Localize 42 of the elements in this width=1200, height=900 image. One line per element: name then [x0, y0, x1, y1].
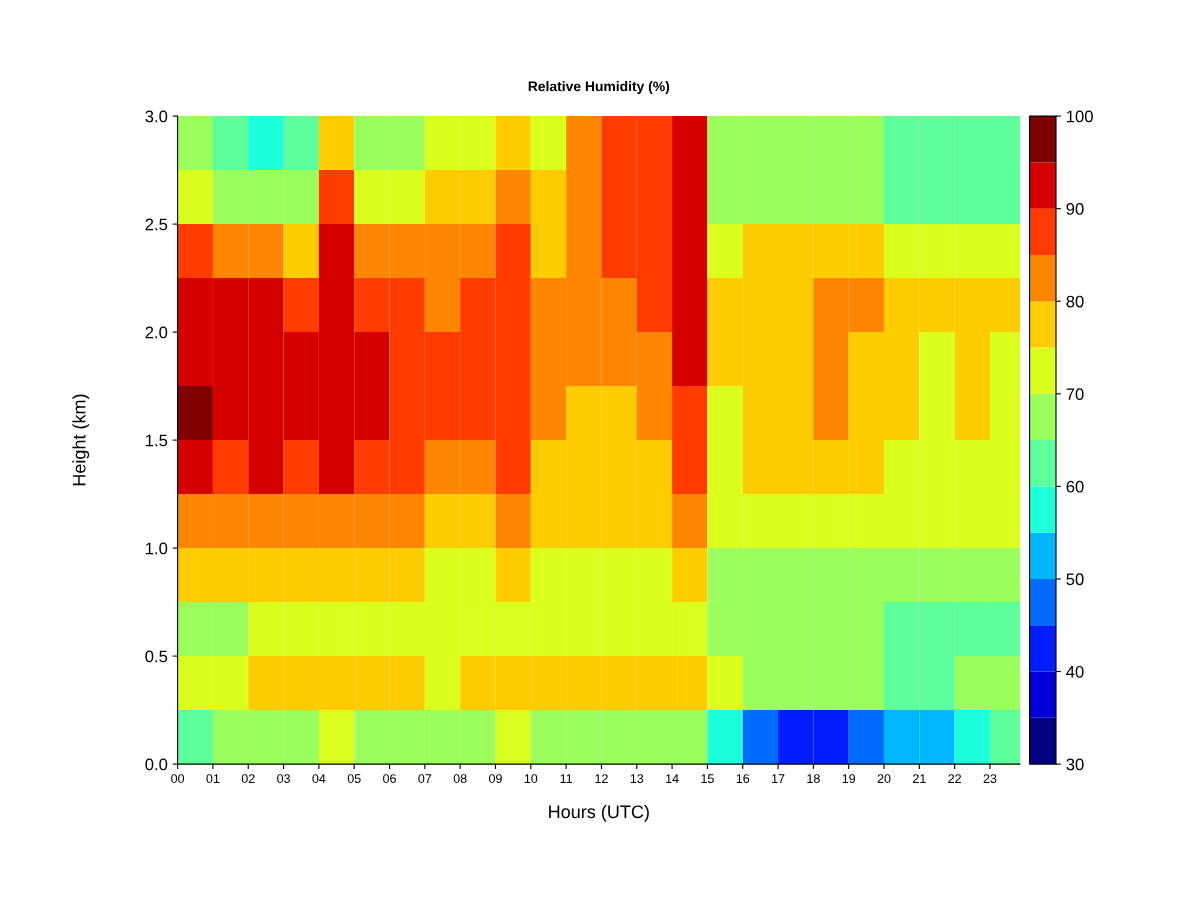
x-axis-title: Hours (UTC) — [549, 804, 649, 822]
x-tick-label: 12 — [595, 774, 608, 783]
chart-title: Relative Humidity (%) — [528, 81, 670, 94]
y-tick-label: 1.0 — [145, 542, 168, 555]
x-tick-label: 21 — [913, 774, 926, 783]
x-tick-label: 05 — [347, 774, 361, 783]
x-tick-label: 19 — [842, 774, 856, 783]
color-bar-label: 100 — [1066, 110, 1093, 123]
x-tick-label: 16 — [736, 774, 750, 783]
y-tick-label: 0.0 — [145, 758, 168, 771]
x-tick-label: 13 — [630, 774, 644, 783]
y-tick-label: 2.0 — [145, 326, 168, 339]
y-axis-title: Height (km) — [72, 394, 90, 486]
x-tick-label: 22 — [948, 774, 961, 783]
x-tick-label: 04 — [312, 774, 326, 783]
color-bar-label: 30 — [1066, 758, 1084, 771]
color-bar-label: 60 — [1066, 480, 1084, 493]
color-bar-label: 70 — [1066, 388, 1084, 401]
color-bar-label: 50 — [1066, 573, 1084, 586]
color-bar-label: 40 — [1066, 665, 1084, 678]
x-tick-label: 07 — [418, 774, 432, 783]
color-bar-label: 90 — [1066, 203, 1084, 215]
y-tick-label: 3.0 — [145, 110, 168, 123]
x-tick-label: 09 — [489, 774, 502, 783]
x-tick-label: 00 — [171, 774, 185, 783]
x-tick-label: 18 — [807, 774, 820, 783]
x-tick-label: 23 — [983, 774, 997, 783]
x-tick-label: 08 — [453, 774, 467, 783]
x-tick-label: 01 — [206, 774, 220, 783]
x-tick-label: 20 — [877, 774, 891, 783]
x-tick-label: 17 — [772, 774, 785, 783]
y-tick-label: 2.5 — [145, 218, 168, 231]
y-tick-label: 0.5 — [145, 650, 168, 663]
x-tick-label: 10 — [524, 774, 538, 783]
x-tick-label: 11 — [560, 774, 573, 783]
x-tick-label: 02 — [241, 774, 255, 783]
y-tick-label: 1.5 — [145, 434, 168, 447]
color-bar-label: 80 — [1066, 295, 1084, 308]
x-tick-label: 14 — [666, 774, 679, 783]
x-tick-label: 06 — [383, 774, 396, 783]
x-tick-label: 03 — [277, 774, 290, 783]
x-tick-label: 15 — [701, 774, 714, 783]
